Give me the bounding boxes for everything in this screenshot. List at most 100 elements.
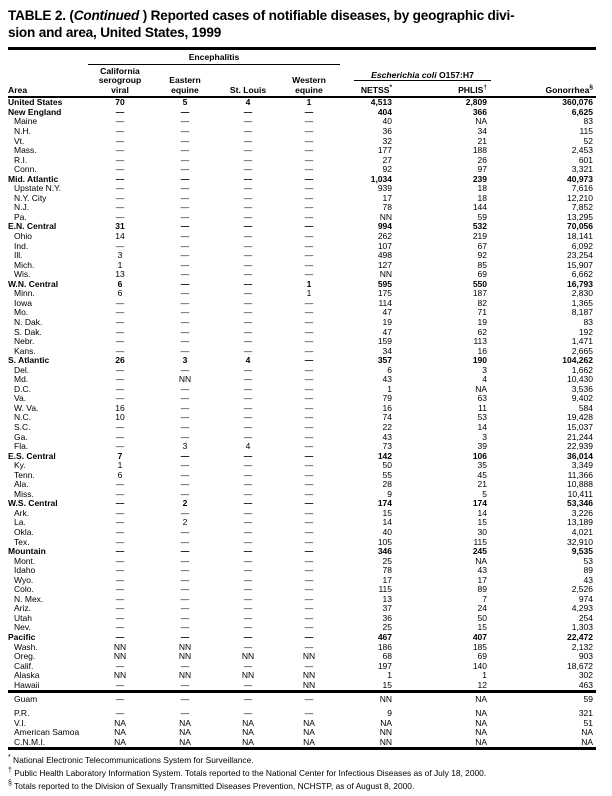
row-area-label: V.I.	[14, 718, 26, 728]
data-cell: —	[304, 365, 314, 375]
data-cell: 1	[387, 671, 392, 681]
data-cell: 13	[382, 594, 392, 604]
table-row: Tenn. 6 — — — 55 45 11,366	[8, 471, 596, 481]
row-area-label: Idaho	[14, 566, 36, 576]
table-row: N.Y. City — — — — 17 18 12,210	[8, 194, 596, 204]
data-cell: —	[304, 384, 314, 394]
data-cell: 192	[578, 327, 593, 337]
data-cell: 595	[377, 279, 392, 289]
data-cell: NA	[114, 718, 126, 728]
column-header-st-louis: St. Louis	[229, 84, 267, 95]
data-cell: —	[304, 470, 314, 480]
data-cell: 10,430	[567, 375, 593, 385]
table-row: Mo. — — — — 47 71 8,187	[8, 308, 596, 318]
data-cell: 59	[491, 690, 596, 705]
data-cell: —	[243, 480, 253, 490]
data-cell: 174	[472, 499, 487, 509]
table-row: Alaska NN NN NN NN 1 1 302	[8, 671, 596, 681]
table-row: Utah — — — — 36 50 254	[8, 614, 596, 624]
data-cell: —	[243, 260, 253, 270]
table-row: Fla. — 3 4 — 73 39 22,939	[8, 442, 596, 452]
data-cell: 302	[578, 671, 593, 681]
data-cell: —	[304, 346, 314, 356]
data-cell: —	[180, 232, 190, 242]
table-header: Area Encephalitis Gonorrhea§ California …	[8, 48, 596, 98]
row-area-label: New England	[8, 107, 62, 117]
data-cell: —	[115, 394, 125, 404]
table-row: Mont. — — — — 25 NA 53	[8, 557, 596, 567]
data-cell: —	[180, 308, 190, 318]
data-cell: NA	[114, 737, 126, 747]
data-cell: —	[180, 279, 190, 289]
table-row: Okla. — — — — 40 30 4,021	[8, 528, 596, 538]
column-header-eastern-equine: Eastern equine	[169, 75, 201, 95]
data-cell: —	[243, 317, 253, 327]
data-cell: 6	[117, 289, 123, 299]
table-row: Idaho — — — — 78 43 89	[8, 566, 596, 576]
table-row: Ala. — — — — 28 21 10,888	[8, 480, 596, 490]
footnote-symbol: §	[8, 779, 12, 787]
row-area-label: Ky.	[14, 461, 26, 471]
data-cell: 115	[378, 585, 392, 595]
table-row: Va. — — — — 79 63 9,402	[8, 394, 596, 404]
row-area-label: Del.	[14, 365, 30, 375]
data-cell: —	[304, 270, 314, 280]
data-cell: 14	[382, 518, 392, 528]
data-cell: —	[243, 155, 253, 165]
data-cell: 550	[472, 279, 487, 289]
data-cell: 6,625	[571, 107, 593, 117]
data-cell: —	[180, 174, 190, 184]
data-cell: 21	[477, 480, 487, 490]
data-cell: —	[243, 508, 253, 518]
data-cell: 127	[377, 260, 392, 270]
data-cell: 26	[477, 155, 487, 165]
data-cell: —	[304, 155, 314, 165]
data-cell: —	[115, 327, 125, 337]
data-cell: —	[304, 422, 314, 432]
data-cell: 467	[377, 633, 392, 642]
data-cell: —	[243, 613, 253, 623]
data-cell: 1,471	[571, 337, 593, 347]
data-cell: 13	[115, 270, 125, 280]
data-cell: —	[115, 594, 125, 604]
table-row: Iowa — — — — 114 82 1,365	[8, 299, 596, 309]
data-cell: NA	[475, 117, 487, 127]
data-cell: 2,830	[571, 289, 593, 299]
data-cell: 9,535	[571, 547, 593, 557]
data-cell: —	[180, 327, 190, 337]
row-area-label: N.J.	[14, 203, 30, 213]
data-cell: —	[243, 633, 253, 642]
table-row: Ga. — — — — 43 3 21,244	[8, 433, 596, 443]
row-area-label: Nebr.	[14, 337, 35, 347]
data-cell: —	[180, 136, 190, 146]
data-cell: 71	[477, 308, 487, 318]
data-cell: —	[180, 432, 190, 442]
data-cell: —	[115, 604, 125, 614]
data-cell: 30	[477, 527, 487, 537]
table-row: Ind. — — — — 107 67 6,092	[8, 242, 596, 252]
data-cell: —	[243, 327, 253, 337]
table-row: Calif. — — — — 197 140 18,672	[8, 662, 596, 672]
data-cell: —	[243, 575, 253, 585]
data-cell: 254	[578, 613, 593, 623]
data-cell: 104,262	[562, 356, 593, 366]
data-cell: —	[304, 585, 314, 595]
data-cell: —	[115, 193, 125, 203]
data-cell: 3	[182, 442, 188, 452]
data-cell: 13,189	[567, 518, 593, 528]
data-cell: —	[243, 661, 253, 671]
data-cell: 18,141	[567, 232, 593, 242]
row-area-label: E.N. Central	[8, 222, 57, 232]
data-cell: —	[152, 690, 218, 705]
data-cell: 31	[115, 222, 125, 232]
data-cell: —	[304, 184, 314, 194]
data-cell: NA	[475, 707, 487, 718]
row-area-label: W.S. Central	[8, 499, 58, 509]
table-row: Mid. Atlantic — — — — 1,034 239 40,973	[8, 175, 596, 185]
data-cell: 62	[477, 327, 487, 337]
data-cell: —	[304, 232, 314, 242]
data-cell: 43	[477, 566, 487, 576]
column-header-western-equine: Western equine	[292, 75, 326, 95]
row-area-label: P.R.	[14, 707, 30, 718]
data-cell: 144	[472, 203, 487, 213]
